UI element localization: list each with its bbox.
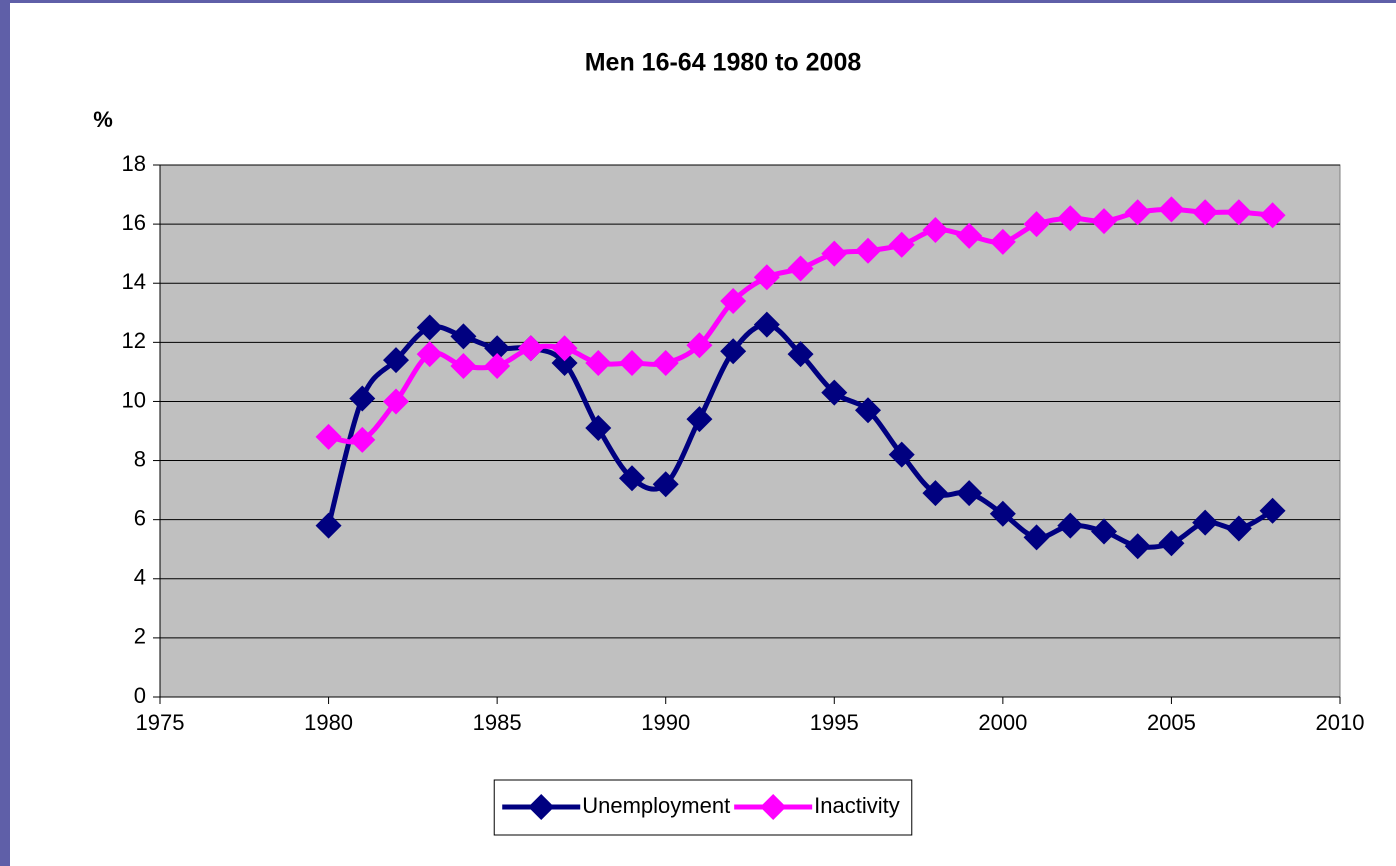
data-point (1225, 515, 1252, 542)
data-point (821, 240, 848, 267)
data-point (753, 311, 780, 338)
chart-title: Men 16-64 1980 to 2008 (585, 49, 862, 77)
data-point (450, 352, 477, 379)
data-point (585, 415, 612, 442)
data-point (1057, 512, 1084, 539)
data-point (416, 314, 443, 341)
legend-marker (760, 794, 787, 820)
y-tick-label: 16 (122, 210, 146, 235)
data-point (1259, 497, 1286, 524)
data-point (1023, 211, 1050, 238)
y-tick-label: 0 (134, 683, 146, 708)
data-point (484, 335, 511, 362)
data-point (1124, 199, 1151, 226)
plot-area (159, 164, 1341, 698)
data-point (517, 335, 544, 362)
data-point (989, 500, 1016, 527)
y-tick-label: 18 (122, 151, 146, 176)
y-tick-label: 6 (134, 505, 146, 530)
data-point (720, 287, 747, 314)
data-point (1259, 202, 1286, 229)
data-point (989, 228, 1016, 255)
data-point (1091, 208, 1117, 235)
data-point (1124, 533, 1151, 560)
legend-marker (528, 794, 555, 820)
data-point (416, 341, 443, 368)
data-point (349, 426, 376, 453)
data-point (619, 465, 645, 492)
data-point (1225, 199, 1252, 226)
data-point (821, 379, 848, 406)
y-tick-label: 14 (122, 269, 146, 294)
data-point (720, 338, 747, 365)
y-tick-label: 2 (134, 624, 146, 649)
data-point (585, 350, 612, 377)
y-tick-label: 12 (122, 328, 146, 353)
data-point (450, 323, 477, 350)
data-point (753, 264, 780, 291)
x-tick-label: 1985 (473, 710, 522, 735)
data-point (787, 341, 814, 368)
data-point (956, 480, 983, 507)
data-point (922, 217, 949, 244)
x-tick-label: 2005 (1147, 710, 1196, 735)
data-point (855, 237, 881, 264)
data-point (686, 406, 713, 433)
data-point (956, 222, 983, 249)
data-point (1158, 530, 1185, 557)
data-point (922, 480, 949, 507)
data-point (1091, 518, 1117, 545)
data-point (315, 423, 342, 450)
data-point (551, 350, 578, 377)
data-point (787, 255, 814, 282)
data-point (551, 335, 578, 362)
y-axis-label: % (93, 107, 113, 132)
x-tick-label: 2010 (1316, 710, 1365, 735)
legend-item: Unemployment (502, 793, 730, 820)
data-point (1158, 196, 1185, 223)
data-point (1023, 524, 1050, 551)
data-point (315, 512, 342, 539)
data-point (855, 397, 881, 424)
data-point (1192, 509, 1219, 536)
data-point (383, 388, 409, 415)
data-point (619, 350, 645, 377)
y-tick-label: 10 (122, 387, 146, 412)
legend-item: Inactivity (734, 793, 900, 820)
x-tick-label: 1980 (304, 710, 353, 735)
x-tick-label: 2000 (978, 710, 1027, 735)
data-point (484, 352, 511, 379)
y-tick-label: 4 (134, 565, 146, 590)
data-point (349, 385, 376, 412)
legend-label: Unemployment (582, 793, 730, 818)
legend: Unemployment Inactivity (493, 779, 913, 836)
data-point (652, 350, 679, 377)
data-point (1057, 205, 1084, 232)
data-point (383, 347, 409, 374)
data-point (888, 441, 915, 468)
x-tick-label: 1995 (810, 710, 859, 735)
data-point (1192, 199, 1219, 226)
x-tick-label: 1990 (641, 710, 690, 735)
data-point (686, 332, 713, 359)
x-tick-label: 1975 (136, 710, 185, 735)
y-tick-label: 8 (134, 446, 146, 471)
data-point (652, 471, 679, 498)
data-point (888, 231, 915, 258)
legend-label: Inactivity (814, 793, 900, 818)
